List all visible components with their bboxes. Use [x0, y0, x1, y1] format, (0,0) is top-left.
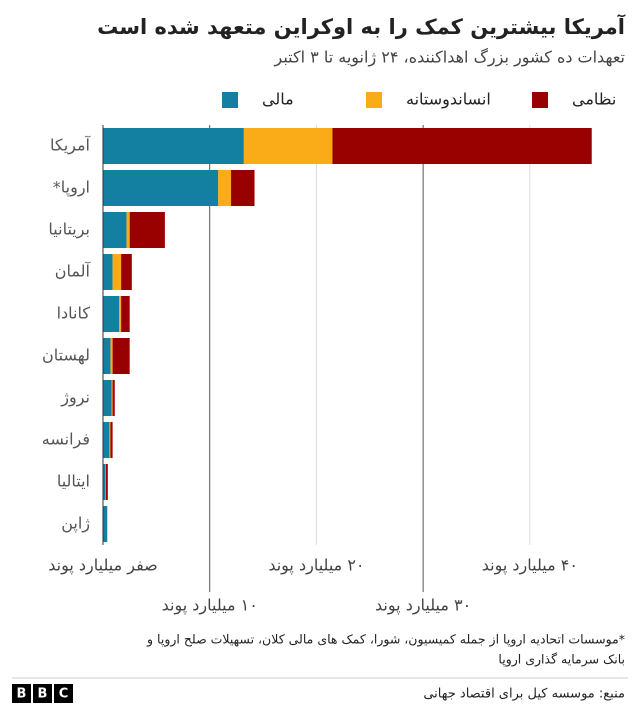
bar: [112, 254, 122, 290]
y-tick-label: بریتانیا: [48, 220, 90, 240]
bar: [243, 128, 333, 164]
bar: [110, 422, 113, 458]
x-tick-label: ۲۰ میلیارد پوند: [268, 556, 364, 576]
x-tick-label: ۴۰ میلیارد پوند: [482, 556, 578, 576]
chart-title: آمریکا بیشترین کمک را به اوکراین متعهد ش…: [97, 14, 626, 39]
bar: [332, 128, 592, 164]
bar: [109, 422, 111, 458]
bar: [218, 170, 232, 206]
y-tick-label: فرانسه: [42, 430, 90, 450]
bar: [103, 506, 108, 542]
y-tick-label: آلمان: [55, 262, 92, 281]
bar: [103, 128, 244, 164]
y-tick-label: کانادا: [57, 304, 91, 323]
bar: [103, 338, 111, 374]
legend-label: نظامی: [572, 90, 616, 109]
bar: [103, 212, 127, 248]
bar: [231, 170, 255, 206]
bar: [121, 296, 130, 332]
y-tick-label: آمریکا: [50, 136, 92, 156]
bar: [111, 380, 113, 416]
logo-letter: B: [38, 687, 48, 702]
footnote: بانک سرمایه گذاری اروپا: [498, 652, 625, 668]
legend-swatch: [366, 92, 382, 108]
legend-label: انساندوستانه: [406, 90, 491, 110]
logo-letter: C: [59, 687, 69, 702]
chart-subtitle: تعهدات ده کشور بزرگ اهداکننده، ۲۴ ژانویه…: [274, 48, 625, 68]
logo-box: [54, 684, 73, 703]
logo-box: [12, 684, 31, 703]
bar: [129, 212, 165, 248]
bar: [112, 380, 115, 416]
bar: [103, 296, 120, 332]
bar: [103, 422, 110, 458]
source: منبع: موسسه کیل برای اقتصاد جهانی: [423, 687, 625, 702]
x-tick-label: صفر میلیارد پوند: [48, 556, 158, 576]
legend-swatch: [532, 92, 548, 108]
logo-letter: B: [17, 687, 27, 702]
x-tick-label: ۱۰ میلیارد پوند: [162, 596, 258, 616]
legend-swatch: [222, 92, 238, 108]
bar: [119, 296, 122, 332]
bar: [112, 338, 130, 374]
logo-box: [33, 684, 52, 703]
bar: [103, 380, 112, 416]
bar: [110, 338, 113, 374]
y-tick-label: ایتالیا: [57, 472, 90, 491]
bar: [103, 254, 113, 290]
legend-label: مالی: [262, 90, 294, 109]
bar: [105, 464, 108, 500]
bar: [126, 212, 130, 248]
bar: [103, 170, 219, 206]
y-tick-label: اروپا*: [53, 178, 90, 198]
bar: [105, 464, 106, 500]
bar: [103, 464, 106, 500]
y-tick-label: نروژ: [60, 388, 90, 408]
y-tick-label: ژاپن: [61, 514, 90, 534]
x-tick-label: ۳۰ میلیارد پوند: [375, 596, 471, 616]
bar: [121, 254, 132, 290]
footnote: *موسسات اتحادیه اروپا از جمله کمیسیون، ش…: [146, 632, 625, 648]
y-tick-label: لهستان: [42, 346, 90, 366]
